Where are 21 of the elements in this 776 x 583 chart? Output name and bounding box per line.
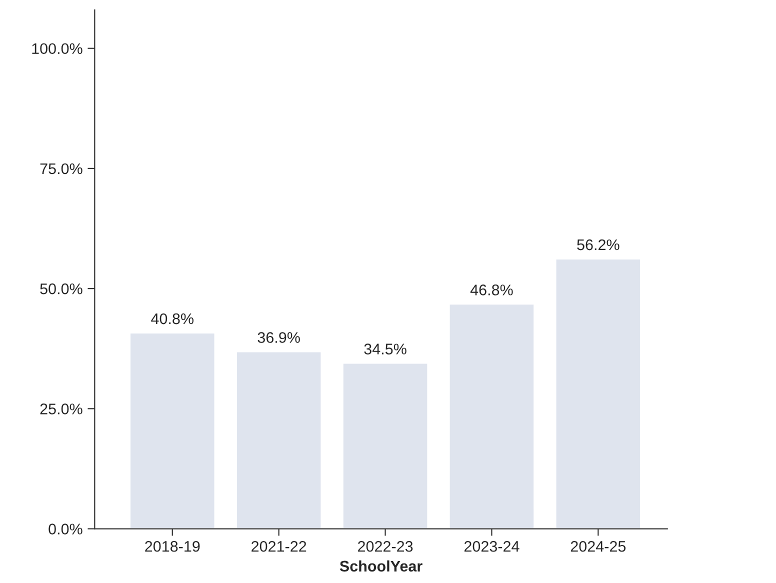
x-tick-label: 2021-22: [252, 540, 306, 552]
bar: [342, 362, 429, 529]
data-label: 34.5%: [364, 344, 406, 354]
x-tick-label: 2022-23: [358, 540, 413, 552]
y-tick-label: 75.0%: [40, 163, 82, 174]
y-tick-label: 100.0%: [32, 43, 82, 54]
bar: [129, 332, 216, 529]
data-label: 56.2%: [577, 239, 620, 250]
x-tick-label: 2018-19: [145, 540, 200, 552]
bar: [236, 350, 322, 529]
y-tick-label: 25.0%: [40, 404, 82, 414]
x-tick-label: 2024-25: [570, 540, 626, 552]
data-label: 46.8%: [470, 284, 513, 296]
x-axis-title: SchoolYear: [340, 560, 422, 572]
data-label: 36.9%: [258, 332, 300, 343]
data-label: 40.8%: [151, 313, 194, 324]
y-tick-label: 50.0%: [40, 283, 82, 294]
bar: [448, 303, 535, 529]
x-tick-label: 2023-24: [464, 540, 520, 552]
bar: [554, 258, 642, 529]
y-tick-label: 0.0%: [48, 524, 82, 534]
